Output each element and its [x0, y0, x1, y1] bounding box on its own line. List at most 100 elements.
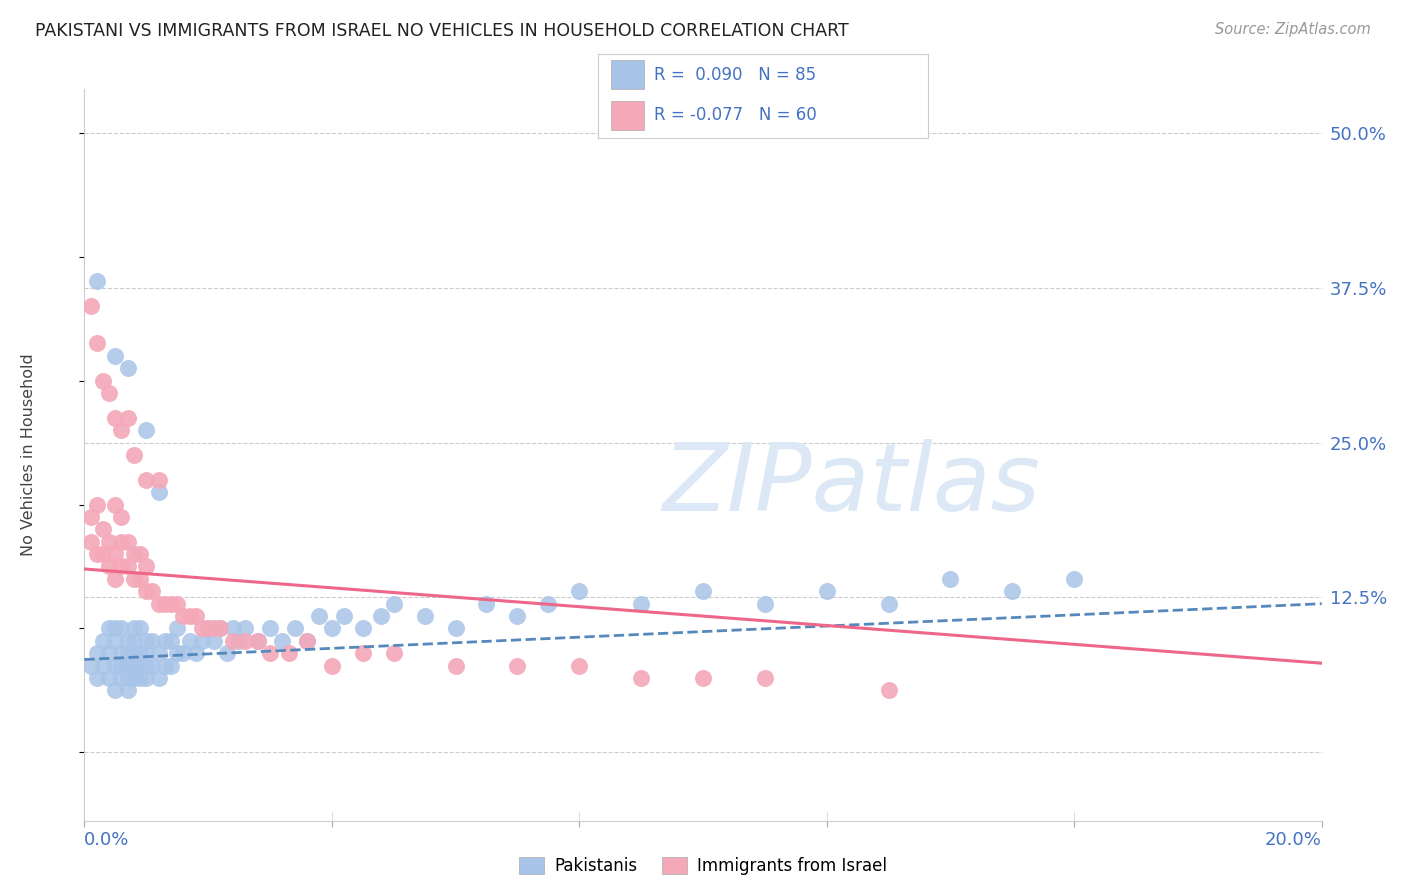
Point: [184, 646, 207, 660]
Bar: [610, 61, 644, 89]
Point: [79, 299, 101, 313]
Point: [86, 274, 108, 288]
Point: [117, 658, 139, 673]
Point: [135, 423, 157, 437]
Point: [202, 633, 225, 648]
Point: [135, 646, 157, 660]
Point: [117, 633, 139, 648]
Point: [160, 633, 183, 648]
Point: [110, 423, 132, 437]
Bar: [610, 101, 644, 130]
Point: [1001, 584, 1024, 599]
Point: [91, 522, 114, 536]
Point: [568, 584, 591, 599]
Point: [117, 534, 139, 549]
Point: [122, 646, 145, 660]
Point: [754, 671, 776, 685]
Point: [86, 336, 108, 351]
Point: [153, 597, 176, 611]
Point: [129, 646, 152, 660]
Point: [877, 597, 900, 611]
Point: [122, 671, 145, 685]
Point: [135, 584, 157, 599]
Point: [86, 671, 108, 685]
Point: [222, 633, 245, 648]
Point: [209, 622, 232, 636]
Point: [129, 572, 152, 586]
Point: [104, 633, 127, 648]
Point: [506, 658, 529, 673]
Point: [104, 349, 127, 363]
Text: ZIPatlas: ZIPatlas: [662, 439, 1040, 530]
Point: [122, 622, 145, 636]
Text: 20.0%: 20.0%: [1265, 830, 1322, 848]
Point: [197, 622, 219, 636]
Point: [166, 597, 188, 611]
Point: [166, 622, 188, 636]
Point: [172, 646, 194, 660]
Point: [568, 658, 591, 673]
Point: [117, 671, 139, 685]
Point: [135, 559, 157, 574]
Point: [153, 633, 176, 648]
Point: [148, 485, 170, 500]
Point: [233, 622, 256, 636]
Point: [141, 633, 163, 648]
Point: [104, 622, 127, 636]
Point: [321, 658, 343, 673]
Point: [110, 671, 132, 685]
Point: [352, 646, 374, 660]
Point: [233, 633, 256, 648]
Text: R =  0.090   N = 85: R = 0.090 N = 85: [654, 66, 815, 84]
Point: [122, 658, 145, 673]
Point: [506, 609, 529, 624]
Point: [271, 633, 294, 648]
Point: [135, 658, 157, 673]
Point: [117, 559, 139, 574]
Point: [135, 633, 157, 648]
Point: [692, 671, 714, 685]
Point: [129, 547, 152, 561]
Point: [308, 609, 330, 624]
Point: [135, 671, 157, 685]
Point: [295, 633, 318, 648]
Point: [91, 547, 114, 561]
Point: [284, 622, 307, 636]
Point: [184, 609, 207, 624]
Point: [135, 473, 157, 487]
Point: [104, 572, 127, 586]
Point: [382, 597, 405, 611]
Point: [537, 597, 560, 611]
Point: [129, 671, 152, 685]
Point: [141, 584, 163, 599]
Point: [333, 609, 356, 624]
Point: [91, 658, 114, 673]
Point: [321, 622, 343, 636]
Point: [166, 646, 188, 660]
Point: [209, 622, 232, 636]
Point: [939, 572, 962, 586]
Point: [91, 374, 114, 388]
Point: [98, 534, 121, 549]
Point: [110, 658, 132, 673]
Point: [444, 622, 467, 636]
Point: [86, 646, 108, 660]
Point: [191, 622, 214, 636]
Point: [148, 473, 170, 487]
Point: [141, 658, 163, 673]
Point: [222, 622, 245, 636]
Point: [117, 410, 139, 425]
Text: No Vehicles in Household: No Vehicles in Household: [21, 353, 37, 557]
Point: [172, 609, 194, 624]
Point: [202, 622, 225, 636]
Point: [117, 361, 139, 376]
Point: [98, 622, 121, 636]
Text: PAKISTANI VS IMMIGRANTS FROM ISRAEL NO VEHICLES IN HOUSEHOLD CORRELATION CHART: PAKISTANI VS IMMIGRANTS FROM ISRAEL NO V…: [35, 22, 849, 40]
Legend: Pakistanis, Immigrants from Israel: Pakistanis, Immigrants from Israel: [512, 850, 894, 882]
Point: [197, 622, 219, 636]
Point: [148, 671, 170, 685]
Point: [98, 386, 121, 401]
Point: [122, 448, 145, 462]
Point: [79, 534, 101, 549]
Point: [117, 683, 139, 698]
